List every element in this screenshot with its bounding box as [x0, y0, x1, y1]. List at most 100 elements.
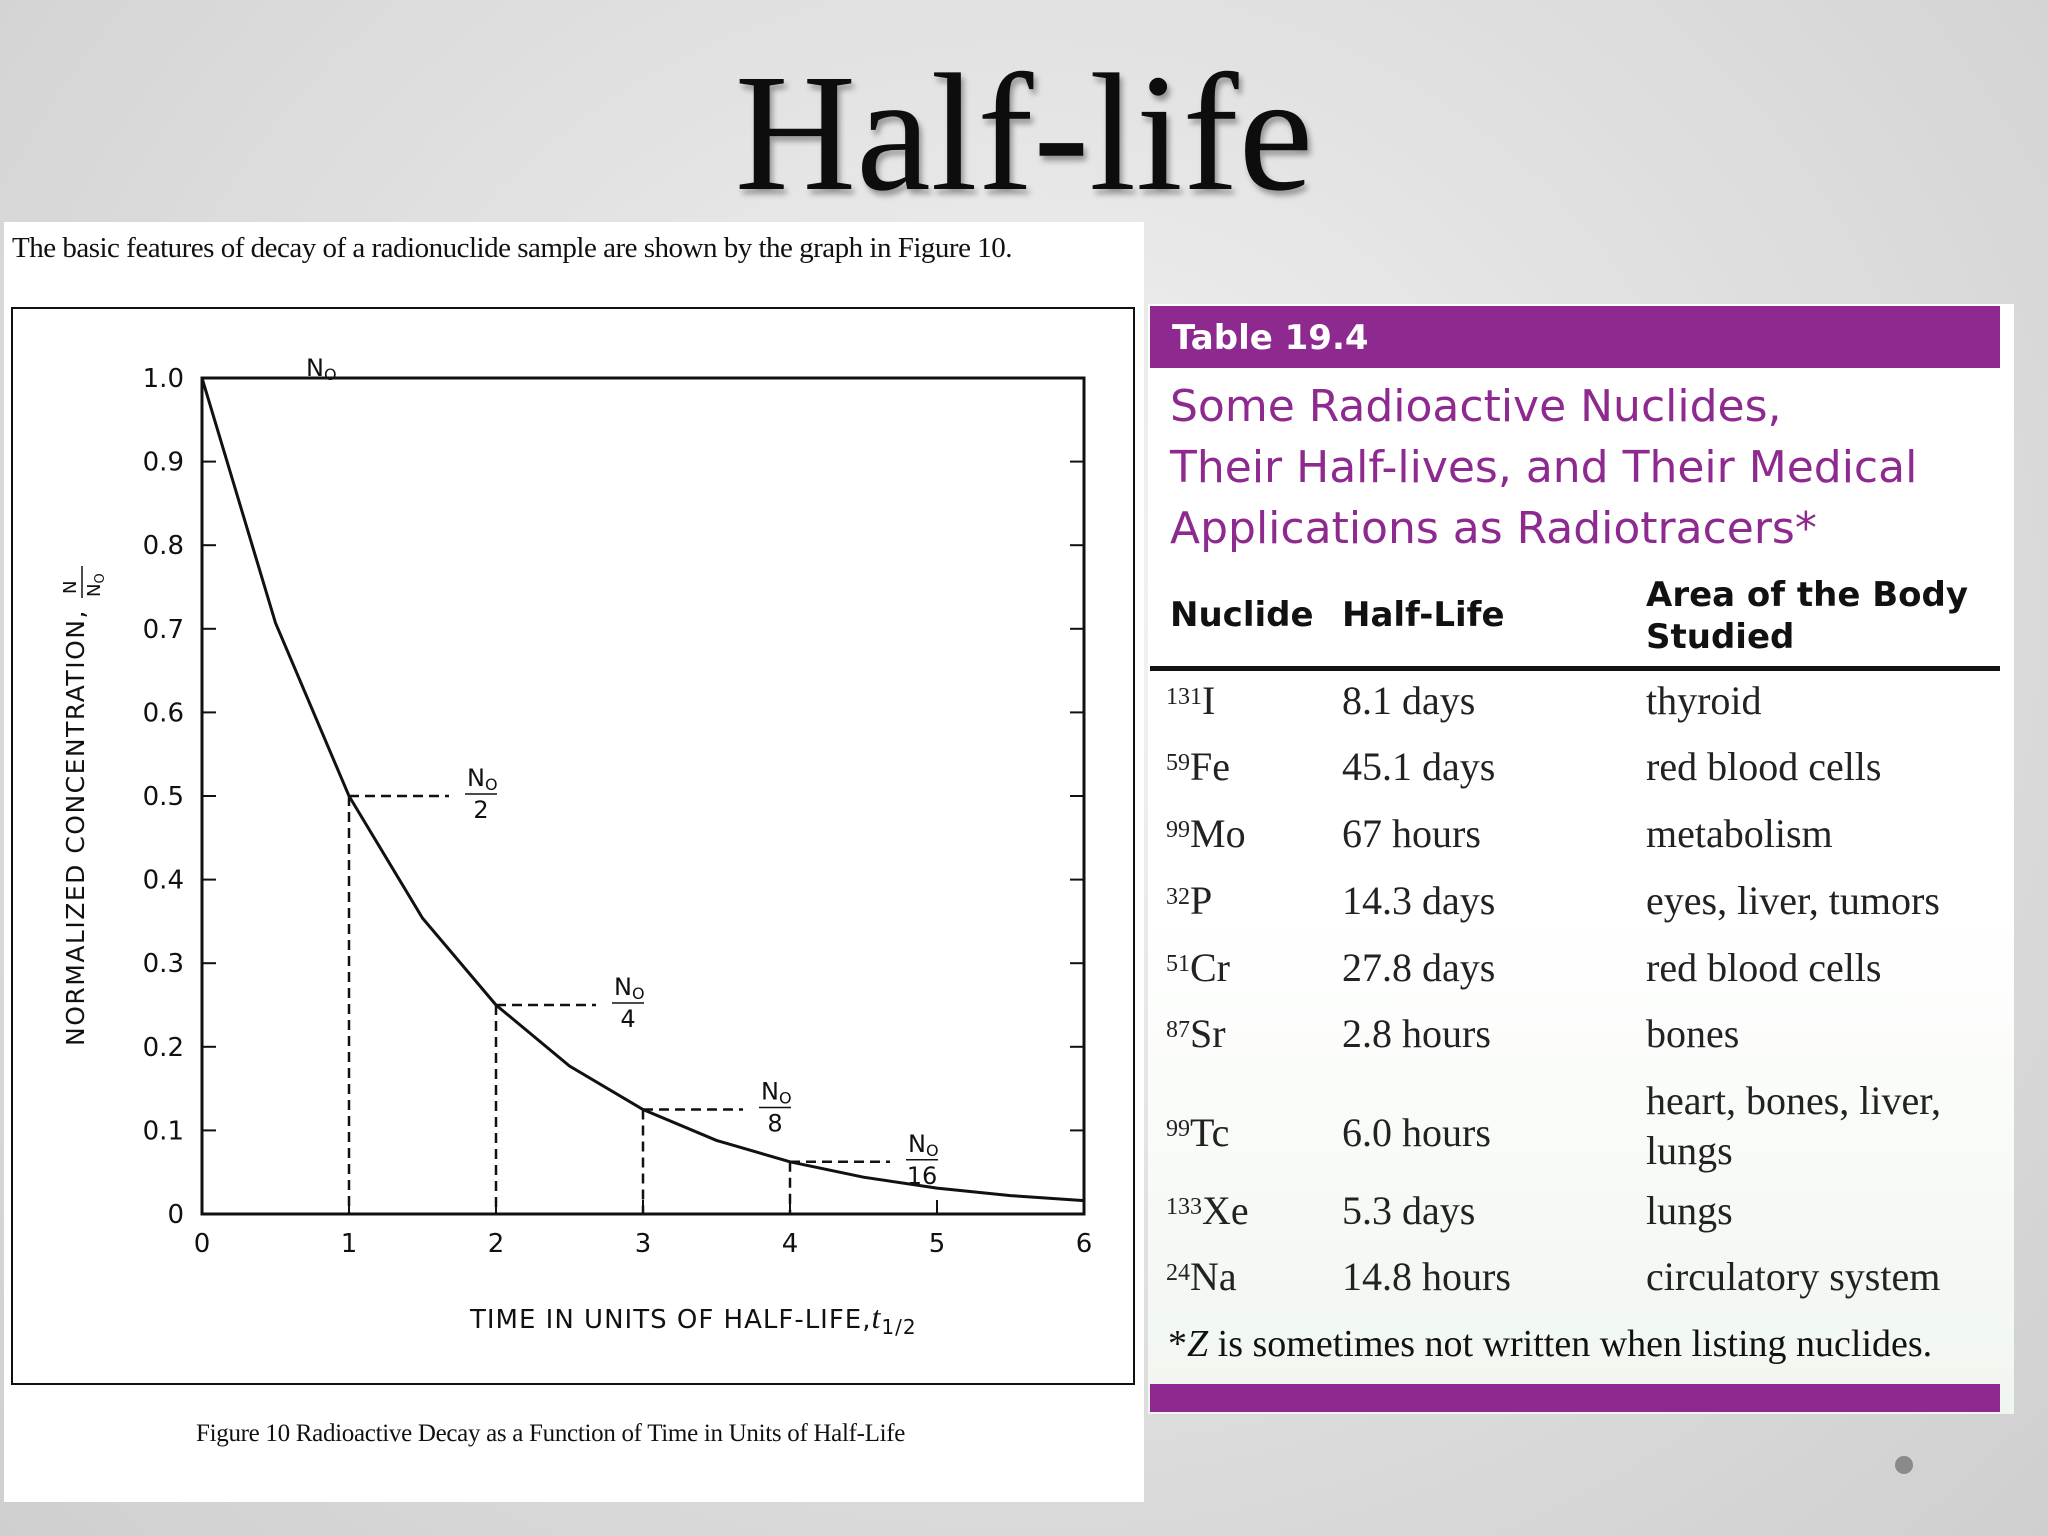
mass-number: 99 [1166, 817, 1190, 843]
table-label: Table 19.4 [1172, 318, 1369, 358]
y-tick-label: 1.0 [143, 364, 184, 394]
half-life-cell: 27.8 days [1342, 945, 1496, 990]
table-title-line: Applications as Radiotracers* [1170, 503, 1817, 554]
table-footnote: *Z is sometimes not written when listing… [1168, 1322, 1932, 1366]
element-symbol: Tc [1190, 1110, 1230, 1155]
svg-text:NORMALIZED CONCENTRATION,: NORMALIZED CONCENTRATION, [61, 609, 90, 1046]
nuclide-cell: 51Cr [1166, 943, 1230, 993]
table-bottom-bar [1150, 1384, 2000, 1412]
figure-frame [11, 307, 1135, 1385]
figure-caption: Figure 10 Radioactive Decay as a Functio… [196, 1420, 906, 1447]
y-tick-label: 0.6 [143, 698, 184, 728]
mass-number: 87 [1166, 1017, 1190, 1043]
x-axis-label-text: TIME IN UNITS OF HALF-LIFE, [469, 1305, 872, 1335]
x-tick-label: 0 [194, 1229, 211, 1259]
mass-number: 99 [1166, 1116, 1190, 1142]
half-life-cell: 67 hours [1342, 811, 1481, 856]
decay-curve [200, 377, 1085, 1203]
area-cell: bones [1646, 1009, 1739, 1059]
nuclide-table-panel: Table 19.4 Some Radioactive Nuclides, Th… [1148, 304, 2014, 1414]
header-half-life: Half-Life [1342, 595, 1505, 635]
area-cell: red blood cells [1646, 742, 1882, 792]
x-tick-label: 4 [782, 1229, 799, 1259]
half-life-cell: 14.8 hours [1342, 1254, 1511, 1299]
plot-area [200, 376, 1086, 1216]
y-tick-label: 0.4 [143, 866, 184, 896]
area-cell: red blood cells [1646, 943, 1882, 993]
label-numerator: NO [908, 1130, 939, 1160]
mass-number: 24 [1166, 1260, 1190, 1286]
mass-number: 51 [1166, 951, 1190, 977]
half-life-cell: 6.0 hours [1342, 1110, 1491, 1155]
footnote-marker: * [1168, 1323, 1187, 1365]
nuclide-cell: 131I [1166, 676, 1215, 726]
half-life-cell: 5.3 days [1342, 1188, 1476, 1233]
y-tick-label: 0.8 [143, 531, 184, 561]
half-life-cell: 2.8 hours [1342, 1011, 1491, 1056]
label-numerator: NO [761, 1078, 792, 1108]
area-text: bones [1646, 1011, 1740, 1056]
header-area-line: Area of the Body [1646, 575, 1969, 615]
figure-intro-text: The basic features of decay of a radionu… [12, 232, 1012, 264]
label-initial: NO [306, 354, 337, 384]
label-denominator: 8 [767, 1110, 782, 1138]
y-tick-label: 0.2 [143, 1033, 184, 1063]
y-tick-label: 0.3 [143, 949, 184, 979]
nuclide-cell: 59Fe [1166, 742, 1230, 792]
x-tick-label: 6 [1076, 1229, 1093, 1259]
area-cell: eyes, liver, tumors [1646, 876, 1940, 926]
table-label-bar: Table 19.4 [1150, 306, 2000, 368]
svg-text:NO: NO [84, 573, 108, 597]
label-numerator: NO [467, 764, 498, 794]
mass-number: 131 [1166, 684, 1202, 710]
x-axis-symbol-sub: 1/2 [881, 1315, 916, 1339]
x-tick-label: 3 [635, 1229, 652, 1259]
y-axis-label-text: NORMALIZED CONCENTRATION, [61, 609, 90, 1046]
element-symbol: Na [1190, 1254, 1237, 1299]
y-tick-label: 0 [167, 1200, 184, 1230]
area-text: thyroid [1646, 678, 1762, 723]
figure-panel: The basic features of decay of a radionu… [4, 222, 1144, 1502]
table-title-line: Their Half-lives, and Their Medical [1170, 442, 1918, 493]
label-numerator: NO [614, 973, 645, 1003]
half-life-cell: 8.1 days [1342, 678, 1476, 723]
element-symbol: Xe [1202, 1188, 1249, 1233]
header-area: Area of the Body Studied [1646, 574, 1968, 658]
slide-title: Half-life [734, 40, 1314, 226]
footnote-text: is sometimes not written when listing nu… [1208, 1323, 1933, 1365]
header-rule [1150, 666, 2000, 671]
half-life-cell: 45.1 days [1342, 744, 1496, 789]
slide-indicator-dot [1895, 1456, 1913, 1474]
y-tick-label: 0.7 [143, 615, 184, 645]
nuclide-cell: 87Sr [1166, 1009, 1226, 1059]
footnote-symbol: Z [1187, 1323, 1209, 1365]
mass-number: 59 [1166, 750, 1190, 776]
y-axis-symbol-num: N [60, 581, 81, 594]
x-tick-label: 1 [341, 1229, 358, 1259]
area-cell: thyroid [1646, 676, 1762, 726]
area-text: eyes, liver, tumors [1646, 878, 1940, 923]
area-text: lungs [1646, 1128, 1733, 1173]
element-symbol: Fe [1190, 744, 1230, 789]
area-cell: heart, bones, liver, lungs [1646, 1076, 1941, 1176]
nuclide-cell: 32P [1166, 876, 1212, 926]
mass-number: 133 [1166, 1194, 1202, 1220]
nuclide-cell: 133Xe [1166, 1186, 1249, 1236]
area-text: circulatory system [1646, 1254, 1941, 1299]
x-tick-label: 2 [488, 1229, 505, 1259]
header-area-line: Studied [1646, 617, 1795, 657]
area-text: red blood cells [1646, 945, 1882, 990]
area-text: lungs [1646, 1188, 1733, 1233]
nuclide-cell: 99Tc [1166, 1108, 1229, 1158]
y-axis-symbol-den: N [84, 584, 105, 597]
header-nuclide: Nuclide [1170, 595, 1314, 635]
x-tick-label: 5 [929, 1229, 946, 1259]
y-axis-symbol-den-sub: O [93, 573, 108, 583]
label-denominator: 2 [473, 796, 488, 824]
area-cell: metabolism [1646, 809, 1833, 859]
y-axis-ticks: 0 0.1 0.2 0.3 0.4 0.5 0.6 0.7 0.8 0.9 1.0 [143, 364, 1084, 1230]
x-axis-symbol: t [872, 1299, 882, 1335]
nuclide-cell: 24Na [1166, 1252, 1237, 1302]
